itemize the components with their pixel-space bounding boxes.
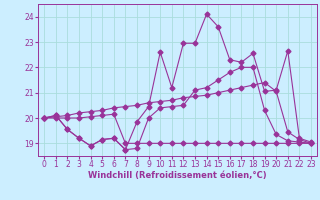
X-axis label: Windchill (Refroidissement éolien,°C): Windchill (Refroidissement éolien,°C) <box>88 171 267 180</box>
